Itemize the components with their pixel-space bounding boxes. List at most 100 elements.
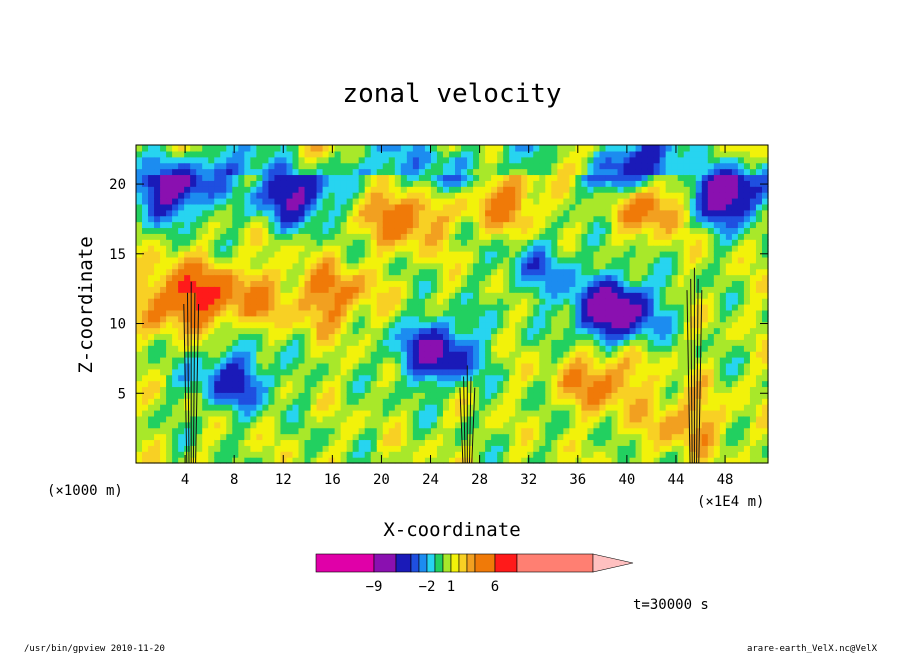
heatmap-cell bbox=[238, 280, 245, 287]
heatmap-cell bbox=[214, 427, 221, 435]
heatmap-cell bbox=[563, 421, 570, 429]
heatmap-cell bbox=[394, 150, 402, 158]
heatmap-cell bbox=[635, 351, 643, 358]
heatmap-cell bbox=[184, 280, 191, 287]
heatmap-cell bbox=[178, 203, 185, 211]
heatmap-cell bbox=[196, 150, 203, 158]
heatmap-cell bbox=[280, 262, 288, 270]
heatmap-cell bbox=[154, 221, 161, 229]
heatmap-cell bbox=[286, 410, 294, 417]
heatmap-cell bbox=[683, 215, 691, 223]
heatmap-cell bbox=[268, 162, 276, 170]
heatmap-cell bbox=[406, 192, 414, 199]
heatmap-cell bbox=[611, 186, 619, 193]
heatmap-cell bbox=[467, 239, 474, 246]
heatmap-cell bbox=[521, 168, 528, 176]
heatmap-cell bbox=[334, 221, 342, 229]
heatmap-cell bbox=[569, 410, 576, 417]
heatmap-cell bbox=[148, 415, 155, 423]
heatmap-cell bbox=[641, 180, 649, 187]
heatmap-cell bbox=[515, 262, 522, 270]
heatmap-cell bbox=[479, 392, 486, 399]
heatmap-cell bbox=[629, 162, 637, 170]
heatmap-cell bbox=[485, 145, 492, 152]
heatmap-cell bbox=[250, 256, 257, 264]
heatmap-cell bbox=[376, 268, 384, 276]
heatmap-cell bbox=[238, 392, 245, 399]
heatmap-cell bbox=[677, 368, 685, 376]
heatmap-cell bbox=[256, 451, 263, 458]
heatmap-cell bbox=[364, 298, 372, 305]
heatmap-cell bbox=[166, 268, 173, 276]
heatmap-cell bbox=[581, 286, 589, 293]
heatmap-cell bbox=[364, 186, 372, 193]
heatmap-cell bbox=[286, 362, 294, 370]
heatmap-cell bbox=[605, 339, 613, 346]
heatmap-cell bbox=[250, 427, 257, 435]
heatmap-cell bbox=[659, 309, 667, 317]
heatmap-cell bbox=[515, 174, 522, 181]
heatmap-cell bbox=[641, 150, 649, 158]
heatmap-cell bbox=[178, 368, 185, 376]
heatmap-cell bbox=[148, 445, 155, 452]
heatmap-cell bbox=[148, 162, 155, 170]
heatmap-cell bbox=[467, 345, 474, 352]
heatmap-cell bbox=[358, 145, 366, 152]
heatmap-cell bbox=[521, 315, 528, 323]
heatmap-cell bbox=[376, 215, 384, 223]
heatmap-cell bbox=[605, 386, 613, 393]
heatmap-cell bbox=[304, 221, 312, 229]
heatmap-cell bbox=[286, 321, 294, 329]
heatmap-cell bbox=[220, 433, 227, 441]
heatmap-cell bbox=[376, 398, 384, 405]
heatmap-cell bbox=[268, 309, 276, 317]
heatmap-cell bbox=[473, 280, 480, 287]
heatmap-cell bbox=[394, 209, 402, 217]
heatmap-cell bbox=[256, 351, 263, 358]
heatmap-field bbox=[136, 145, 769, 464]
heatmap-cell bbox=[412, 398, 420, 405]
heatmap-cell bbox=[358, 227, 366, 234]
heatmap-cell bbox=[491, 445, 498, 452]
heatmap-cell bbox=[166, 398, 173, 405]
heatmap-cell bbox=[220, 215, 227, 223]
heatmap-cell bbox=[376, 162, 384, 170]
heatmap-cell bbox=[587, 421, 595, 429]
heatmap-cell bbox=[497, 286, 504, 293]
heatmap-cell bbox=[581, 427, 589, 435]
heatmap-cell bbox=[617, 339, 625, 346]
heatmap-cell bbox=[581, 245, 589, 252]
heatmap-cell bbox=[563, 274, 570, 282]
heatmap-cell bbox=[358, 439, 366, 446]
heatmap-cell bbox=[166, 280, 173, 287]
heatmap-cell bbox=[412, 451, 420, 458]
heatmap-cell bbox=[521, 156, 528, 164]
heatmap-cell bbox=[178, 398, 185, 405]
heatmap-cell bbox=[400, 380, 408, 388]
heatmap-cell bbox=[575, 245, 583, 252]
heatmap-cell bbox=[665, 327, 673, 335]
heatmap-cell bbox=[226, 145, 233, 152]
heatmap-cell bbox=[286, 268, 294, 276]
heatmap-cell bbox=[280, 386, 288, 393]
heatmap-cell bbox=[298, 309, 306, 317]
heatmap-cell bbox=[400, 286, 408, 293]
heatmap-cell bbox=[154, 280, 161, 287]
heatmap-cell bbox=[376, 433, 384, 441]
heatmap-cell bbox=[406, 215, 414, 223]
heatmap-cell bbox=[533, 215, 540, 223]
heatmap-cell bbox=[142, 327, 149, 335]
heatmap-cell bbox=[557, 251, 564, 258]
heatmap-cell bbox=[485, 156, 492, 164]
heatmap-cell bbox=[611, 174, 619, 181]
heatmap-cell bbox=[316, 339, 324, 346]
heatmap-cell bbox=[424, 309, 432, 317]
heatmap-cell bbox=[376, 415, 384, 423]
heatmap-cell bbox=[509, 221, 516, 229]
heatmap-cell bbox=[424, 262, 432, 270]
heatmap-cell bbox=[226, 415, 233, 423]
heatmap-cell bbox=[617, 309, 625, 317]
heatmap-cell bbox=[190, 339, 197, 346]
heatmap-cell bbox=[232, 445, 239, 452]
heatmap-cell bbox=[557, 392, 564, 399]
